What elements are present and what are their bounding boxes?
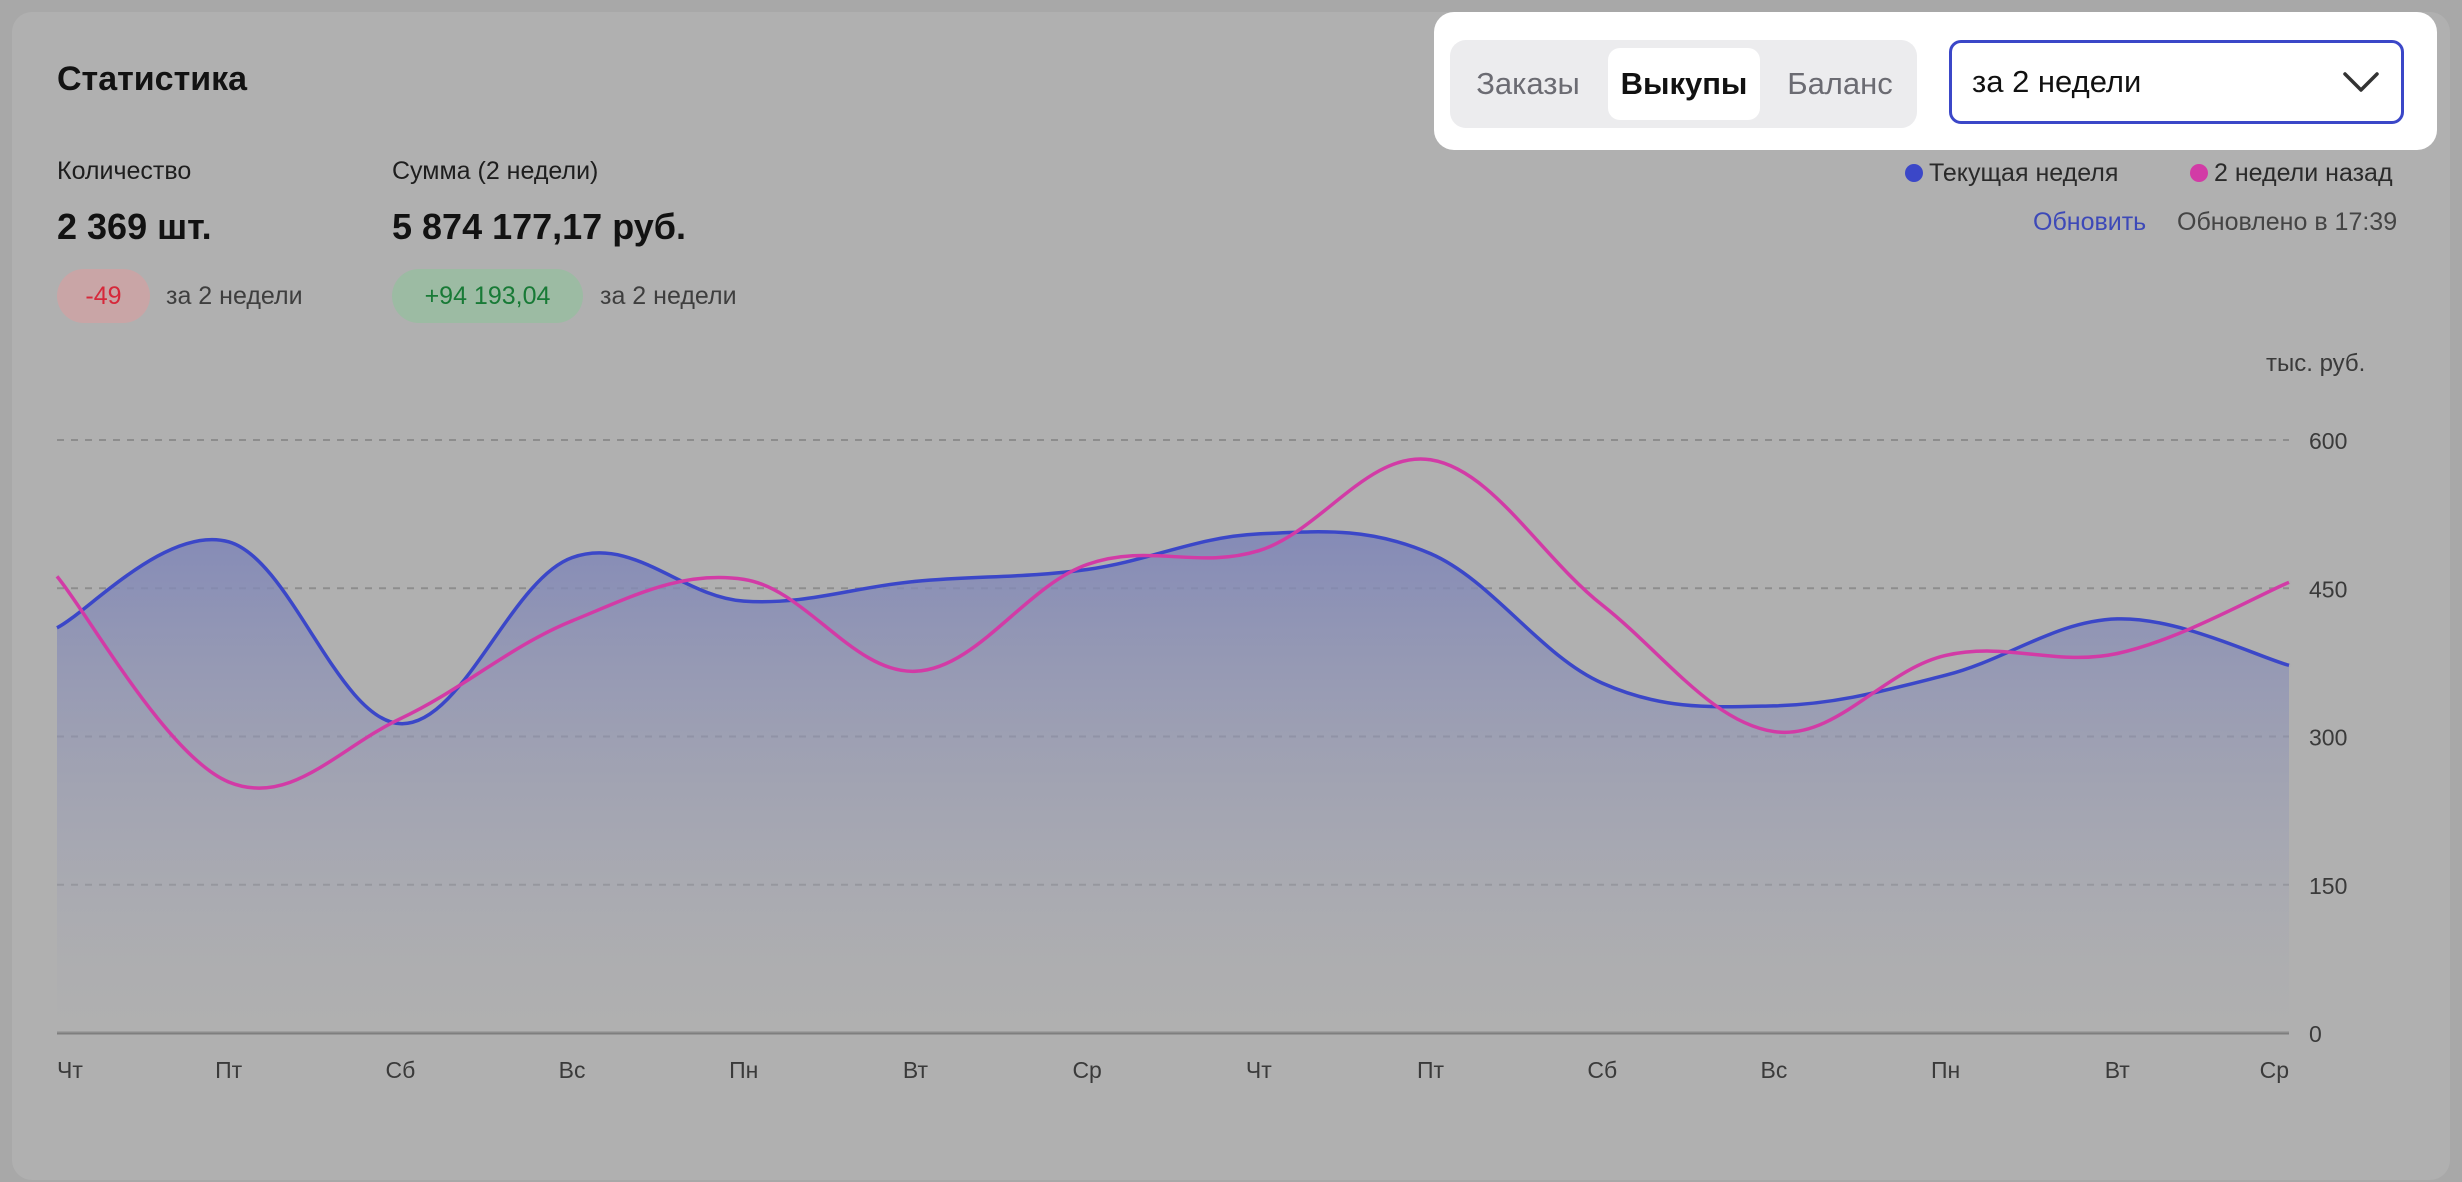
x-tick-label: Пт <box>1417 1057 1445 1083</box>
series-line-two-weeks-ago <box>55 457 2290 790</box>
legend-current-week-label: Текущая неделя <box>1929 159 2119 187</box>
data-point-current-week <box>398 721 403 726</box>
data-point-current-week <box>1771 703 1776 708</box>
period-select[interactable]: за 2 недели <box>1949 40 2404 124</box>
x-tick-label: Ср <box>2260 1057 2289 1083</box>
data-point-current-week <box>570 555 575 560</box>
x-tick-label: Вт <box>903 1057 929 1083</box>
data-point-two-weeks-ago <box>2287 580 2292 585</box>
x-tick-label: Сб <box>385 1057 415 1083</box>
legend-current-week: Текущая неделя <box>1905 157 2118 189</box>
y-tick-label: 450 <box>2309 576 2347 602</box>
data-point-current-week <box>1600 681 1605 686</box>
x-tick-label: Чт <box>57 1057 83 1083</box>
data-point-current-week <box>2287 663 2292 668</box>
x-tick-label: Сб <box>1587 1057 1617 1083</box>
y-axis-unit-label: тыс. руб. <box>2266 350 2366 377</box>
data-point-two-weeks-ago <box>1256 548 1261 553</box>
y-tick-label: 0 <box>2309 1021 2322 1047</box>
sum-value: 5 874 177,17 руб. <box>392 206 686 247</box>
x-tick-label: Вс <box>559 1057 586 1083</box>
y-tick-label: 600 <box>2309 428 2347 454</box>
x-tick-label: Ср <box>1072 1057 1101 1083</box>
updated-status: Обновлено в 17:39 <box>2177 208 2398 236</box>
chevron-down-icon <box>2343 72 2379 92</box>
legend-two-weeks-ago: 2 недели назад <box>2190 157 2393 189</box>
data-point-current-week <box>55 625 60 630</box>
x-tick-label: Чт <box>1246 1057 1272 1083</box>
data-point-two-weeks-ago <box>2115 651 2120 656</box>
data-point-current-week <box>1428 551 1433 556</box>
data-point-current-week <box>913 579 918 584</box>
sum-delta-badge: +94 193,04 <box>392 269 583 323</box>
data-point-two-weeks-ago <box>570 618 575 623</box>
chart-controls-panel: Заказы Выкупы Баланс за 2 недели <box>1434 12 2437 150</box>
data-point-two-weeks-ago <box>1085 562 1090 567</box>
period-select-value: за 2 недели <box>1972 64 2142 99</box>
sum-label: Сумма (2 недели) <box>392 157 599 185</box>
data-point-two-weeks-ago <box>1428 457 1433 462</box>
data-point-current-week <box>1085 567 1090 572</box>
data-point-current-week <box>1256 531 1261 536</box>
sum-period-note: за 2 недели <box>600 282 737 310</box>
series-line-current-week <box>56 530 2290 726</box>
data-point-current-week <box>226 539 231 544</box>
data-point-current-week <box>1943 673 1948 678</box>
data-point-two-weeks-ago <box>913 669 918 674</box>
quantity-value: 2 369 шт. <box>57 206 212 247</box>
metric-tabs: Заказы Выкупы Баланс <box>1450 40 1917 128</box>
tab-balance[interactable]: Баланс <box>1787 66 1893 101</box>
legend-two-weeks-ago-label: 2 недели назад <box>2214 159 2393 187</box>
y-tick-label: 150 <box>2309 873 2347 899</box>
data-point-two-weeks-ago <box>1600 603 1605 608</box>
x-tick-label: Пн <box>729 1057 758 1083</box>
x-tick-label: Вт <box>2105 1057 2131 1083</box>
quantity-period-note: за 2 недели <box>166 282 303 310</box>
tab-buyouts[interactable]: Выкупы <box>1608 48 1760 120</box>
y-tick-label: 300 <box>2309 725 2347 751</box>
data-point-current-week <box>741 599 746 604</box>
legend-current-week-dot <box>1905 163 1923 182</box>
data-point-two-weeks-ago <box>741 577 746 582</box>
data-point-two-weeks-ago <box>1943 653 1948 658</box>
data-point-current-week <box>2115 616 2120 621</box>
quantity-label: Количество <box>57 157 192 185</box>
data-point-two-weeks-ago <box>226 779 231 784</box>
quantity-delta-badge: -49 <box>57 269 150 323</box>
data-point-two-weeks-ago <box>398 716 403 721</box>
data-point-two-weeks-ago <box>1771 729 1776 734</box>
page-title: Статистика <box>57 60 248 98</box>
tab-orders[interactable]: Заказы <box>1476 66 1580 101</box>
x-tick-label: Пн <box>1931 1057 1960 1083</box>
refresh-link[interactable]: Обновить <box>2033 208 2147 236</box>
data-point-two-weeks-ago <box>55 574 60 579</box>
x-tick-label: Пт <box>215 1057 243 1083</box>
legend-two-weeks-ago-dot <box>2190 163 2208 182</box>
x-tick-label: Вс <box>1761 1057 1788 1083</box>
series-area-current-week <box>57 531 2289 1033</box>
